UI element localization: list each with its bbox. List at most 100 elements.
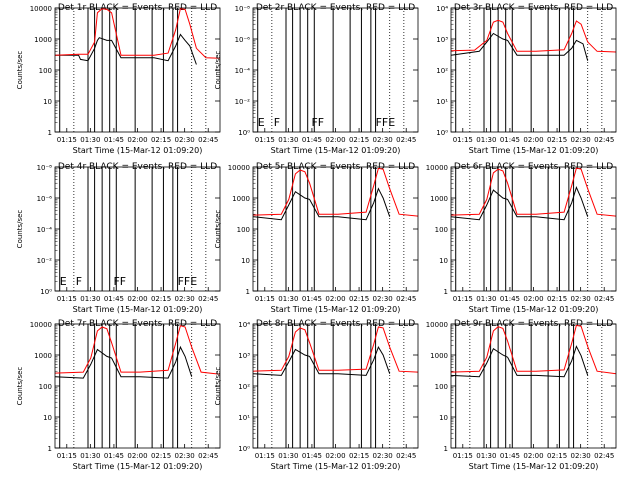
x-tick-label: 02:15: [349, 136, 369, 144]
x-tick-label: 01:30: [80, 452, 100, 460]
x-tick-label: 02:15: [349, 295, 369, 303]
x-tick-label: 02:00: [523, 136, 543, 144]
x-tick-label: 01:15: [57, 136, 77, 144]
x-tick-label: 01:30: [476, 136, 496, 144]
y-tick-label: 100: [435, 383, 448, 391]
y-tick-label: 1000: [232, 195, 250, 203]
x-tick-label: 01:30: [278, 452, 298, 460]
x-tick-label: 02:15: [349, 452, 369, 460]
y-tick-label: 1000: [430, 352, 448, 360]
y-tick-label: 10³: [238, 352, 250, 360]
series-line-lld: [252, 326, 419, 373]
x-tick-label: 01:30: [476, 295, 496, 303]
plot-frame: [252, 166, 419, 292]
x-tick-label: 01:45: [500, 295, 520, 303]
x-tick-label: 01:45: [500, 136, 520, 144]
x-axis-label: Start Time (15-Mar-12 01:09:20): [271, 305, 401, 314]
x-axis-label: Start Time (15-Mar-12 01:09:20): [469, 146, 599, 155]
flag-label: F: [274, 116, 280, 129]
plot-frame: [450, 323, 617, 449]
x-tick-label: 01:30: [80, 136, 100, 144]
flag-label: E: [60, 275, 67, 288]
panel-det-2: Det 2r BLACK = Events, RED = LLDCounts/s…: [214, 3, 419, 155]
plot-frame: [54, 166, 221, 292]
x-tick-label: 02:45: [594, 136, 614, 144]
y-tick-label: 1000: [430, 195, 448, 203]
x-axis-label: Start Time (15-Mar-12 01:09:20): [271, 462, 401, 471]
y-tick-label: 10⁻²: [235, 98, 251, 106]
flag-label: FFE: [178, 275, 198, 288]
x-tick-label: 02:15: [547, 136, 567, 144]
x-tick-label: 02:00: [325, 295, 345, 303]
x-tick-label: 01:45: [500, 452, 520, 460]
flag-label: FFE: [376, 116, 396, 129]
y-tick-label: 100: [435, 226, 448, 234]
series-line-events: [55, 33, 197, 65]
plot-frame: [252, 7, 419, 133]
plot-frame: [54, 7, 221, 133]
series-line-lld: [54, 325, 221, 375]
x-tick-label: 01:30: [278, 136, 298, 144]
x-tick-label: 01:30: [278, 295, 298, 303]
x-tick-label: 02:45: [198, 452, 218, 460]
y-tick-label: 1: [48, 445, 52, 453]
series-line-events: [252, 345, 391, 376]
x-tick-label: 02:00: [127, 295, 147, 303]
x-tick-label: 02:30: [571, 295, 591, 303]
y-tick-label: 10: [241, 257, 250, 265]
x-tick-label: 01:30: [476, 452, 496, 460]
x-tick-label: 02:45: [396, 136, 416, 144]
y-tick-label: 1: [444, 445, 448, 453]
x-tick-label: 02:30: [571, 136, 591, 144]
y-tick-label: 1000: [34, 352, 52, 360]
y-axis-label: Counts/sec: [214, 210, 222, 249]
x-tick-label: 02:00: [523, 452, 543, 460]
y-tick-label: 10⁻⁶: [235, 36, 251, 44]
y-tick-label: 10⁴: [436, 5, 448, 13]
x-tick-label: 02:45: [198, 136, 218, 144]
series-line-lld: [450, 19, 617, 53]
x-tick-label: 01:15: [453, 452, 473, 460]
x-tick-label: 02:30: [175, 452, 195, 460]
y-tick-label: 10⁻⁸: [37, 164, 53, 172]
x-axis-label: Start Time (15-Mar-12 01:09:20): [73, 305, 203, 314]
y-tick-label: 10000: [228, 164, 250, 172]
x-tick-label: 02:45: [594, 452, 614, 460]
y-tick-label: 10³: [436, 36, 448, 44]
y-tick-label: 10¹: [238, 414, 250, 422]
series-line-lld: [54, 8, 221, 59]
y-tick-label: 10000: [30, 321, 52, 329]
x-tick-label: 02:30: [571, 452, 591, 460]
y-tick-label: 10: [439, 257, 448, 265]
plot-frame: [450, 7, 617, 133]
y-axis-label: Counts/sec: [16, 210, 24, 249]
y-tick-label: 1: [444, 288, 448, 296]
y-tick-label: 100: [237, 226, 250, 234]
y-tick-label: 10⁰: [238, 445, 250, 453]
x-tick-label: 02:30: [373, 452, 393, 460]
y-tick-label: 10¹: [436, 98, 448, 106]
y-tick-label: 10⁻⁸: [235, 5, 251, 13]
series-line-events: [450, 345, 589, 378]
x-tick-label: 01:15: [255, 295, 275, 303]
panel-det-1: Det 1r BLACK = Events, RED = LLDCounts/s…: [16, 3, 221, 155]
plot-frame: [450, 166, 617, 292]
y-tick-label: 10000: [30, 5, 52, 13]
y-tick-label: 10⁻²: [37, 257, 53, 265]
x-tick-label: 02:00: [325, 452, 345, 460]
x-tick-label: 02:45: [594, 295, 614, 303]
x-tick-label: 02:00: [127, 136, 147, 144]
y-axis-label: Counts/sec: [16, 367, 24, 406]
series-line-events: [54, 345, 193, 379]
x-tick-label: 02:30: [175, 295, 195, 303]
x-tick-label: 02:30: [373, 136, 393, 144]
y-tick-label: 10⁻⁴: [235, 67, 251, 75]
x-axis-label: Start Time (15-Mar-12 01:09:20): [271, 146, 401, 155]
x-tick-label: 02:15: [547, 452, 567, 460]
y-tick-label: 10⁰: [238, 129, 250, 137]
y-tick-label: 10⁻⁴: [37, 226, 53, 234]
x-tick-label: 01:15: [255, 452, 275, 460]
panel-det-4: Det 4r BLACK = Events, RED = LLDCounts/s…: [16, 162, 221, 314]
series-line-events: [450, 185, 589, 221]
